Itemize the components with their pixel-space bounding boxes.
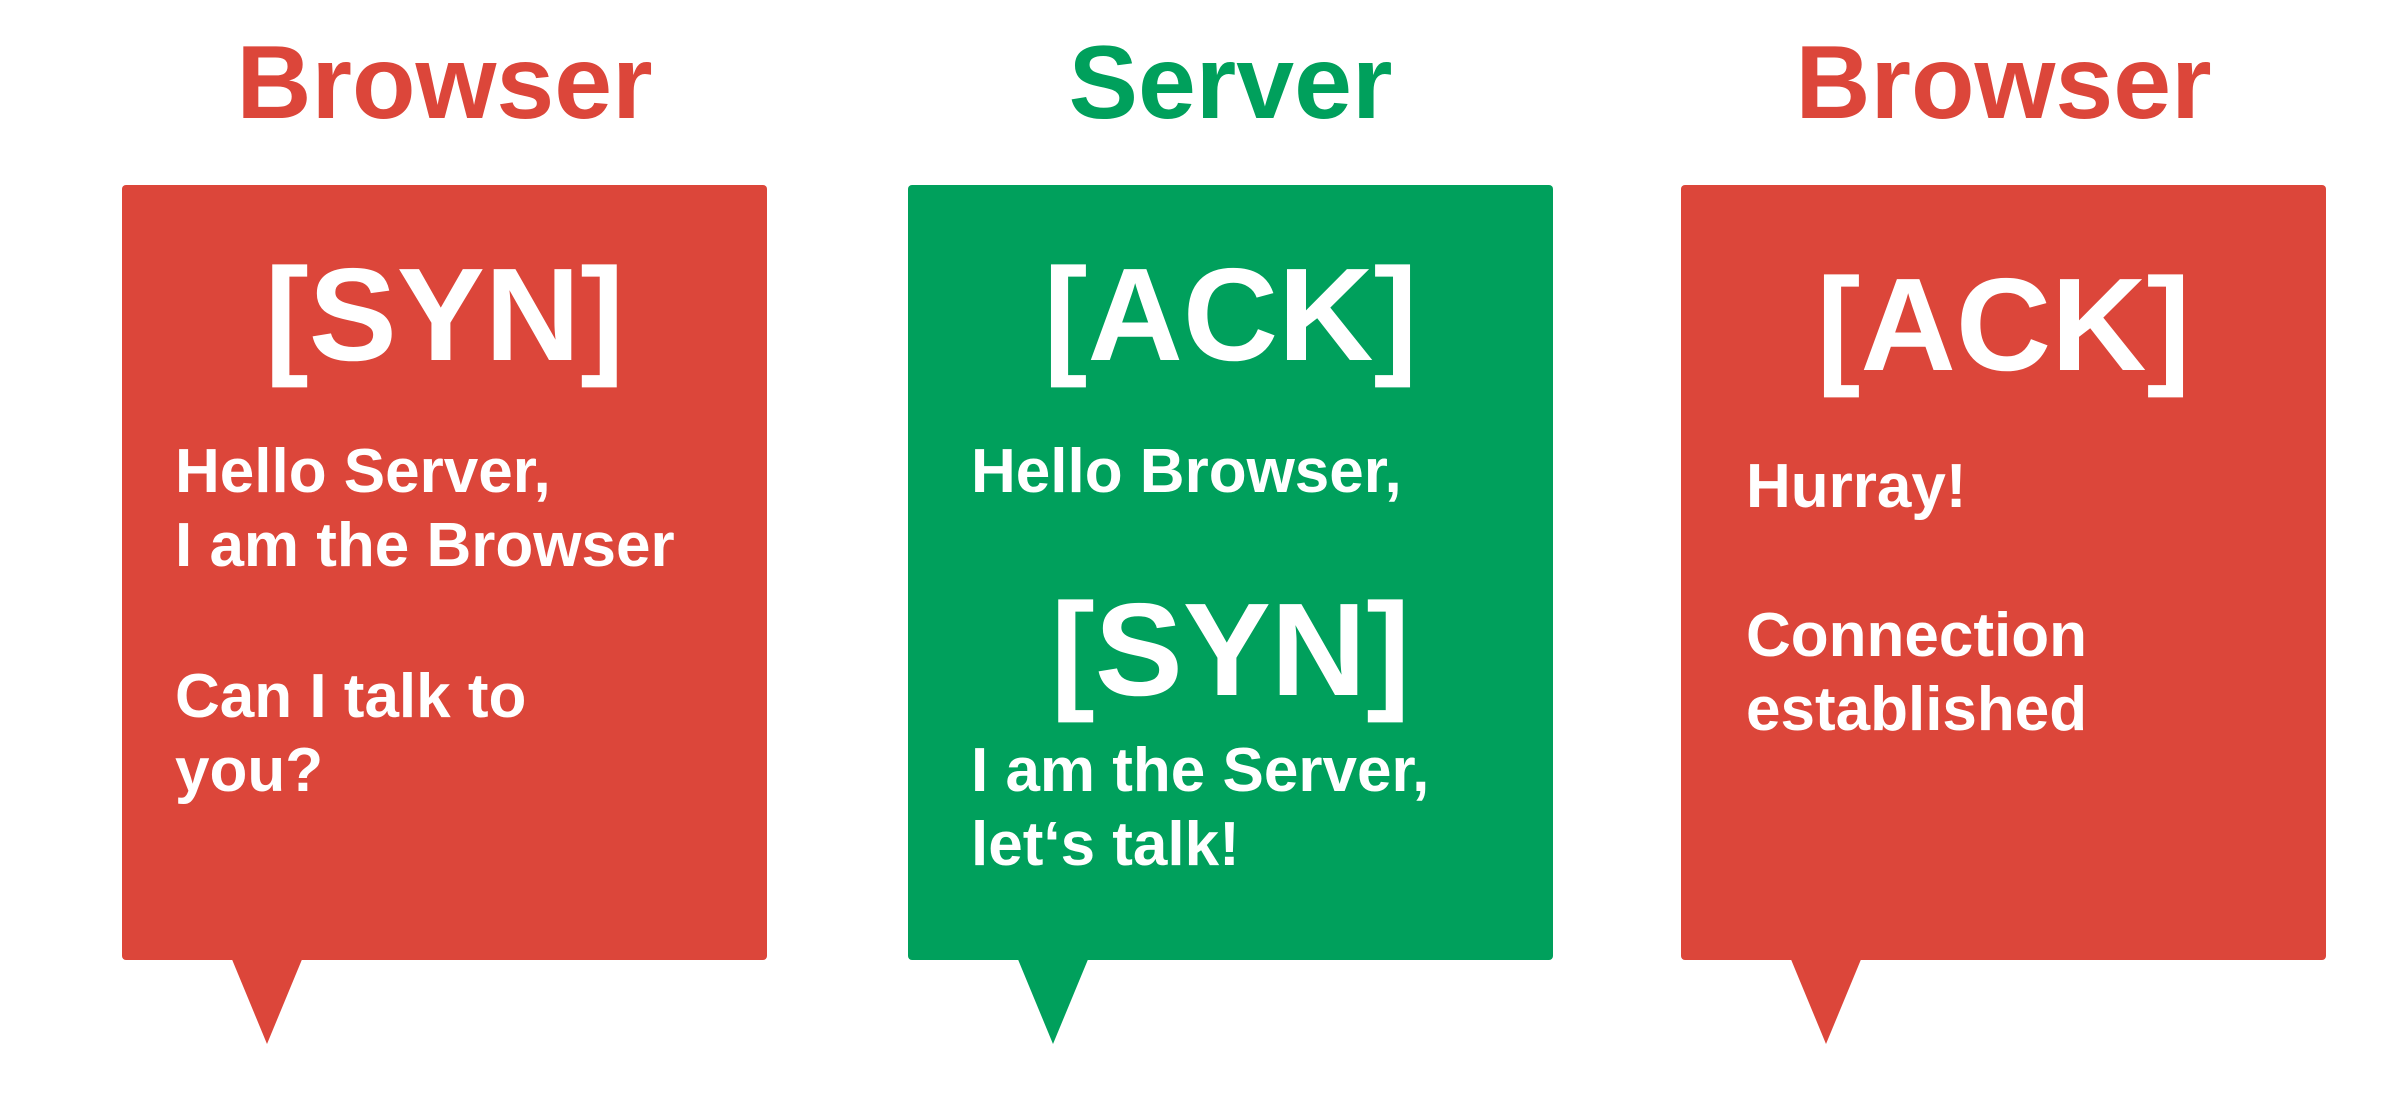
speech-bubble-tail [1017,957,1089,1044]
browser-ack-bubble: [ACK] Hurray! Connection established [1681,185,2326,1044]
message-line: Hurray! [1746,452,1967,521]
speech-bubble-tail [1790,957,1862,1044]
syn-tag: [SYN] [1050,576,1411,723]
message-line: I am the Server, [971,736,1430,805]
browser-ack-title: Browser [1795,25,2212,141]
message-line: let‘s talk! [971,810,1240,879]
message-line: Connection [1746,601,2087,670]
message-line: Hello Browser, [971,437,1402,506]
browser-syn-bubble: [SYN] Hello Server, I am the Browser Can… [122,185,767,1044]
speech-bubble-tail [231,957,303,1044]
ack-tag: [ACK] [1816,251,2191,398]
syn-tag: [SYN] [264,241,625,388]
message-line: Can I talk to [175,662,527,731]
ack-tag: [ACK] [1043,241,1418,388]
server-title: Server [1068,25,1393,141]
message-line: established [1746,675,2088,744]
message-line: you? [175,736,324,805]
message-line: I am the Browser [175,511,675,580]
message-line: Hello Server, [175,437,551,506]
server-syn-ack-bubble: [ACK] Hello Browser, [SYN] I am the Serv… [908,185,1553,1044]
browser-syn-title: Browser [236,25,653,141]
